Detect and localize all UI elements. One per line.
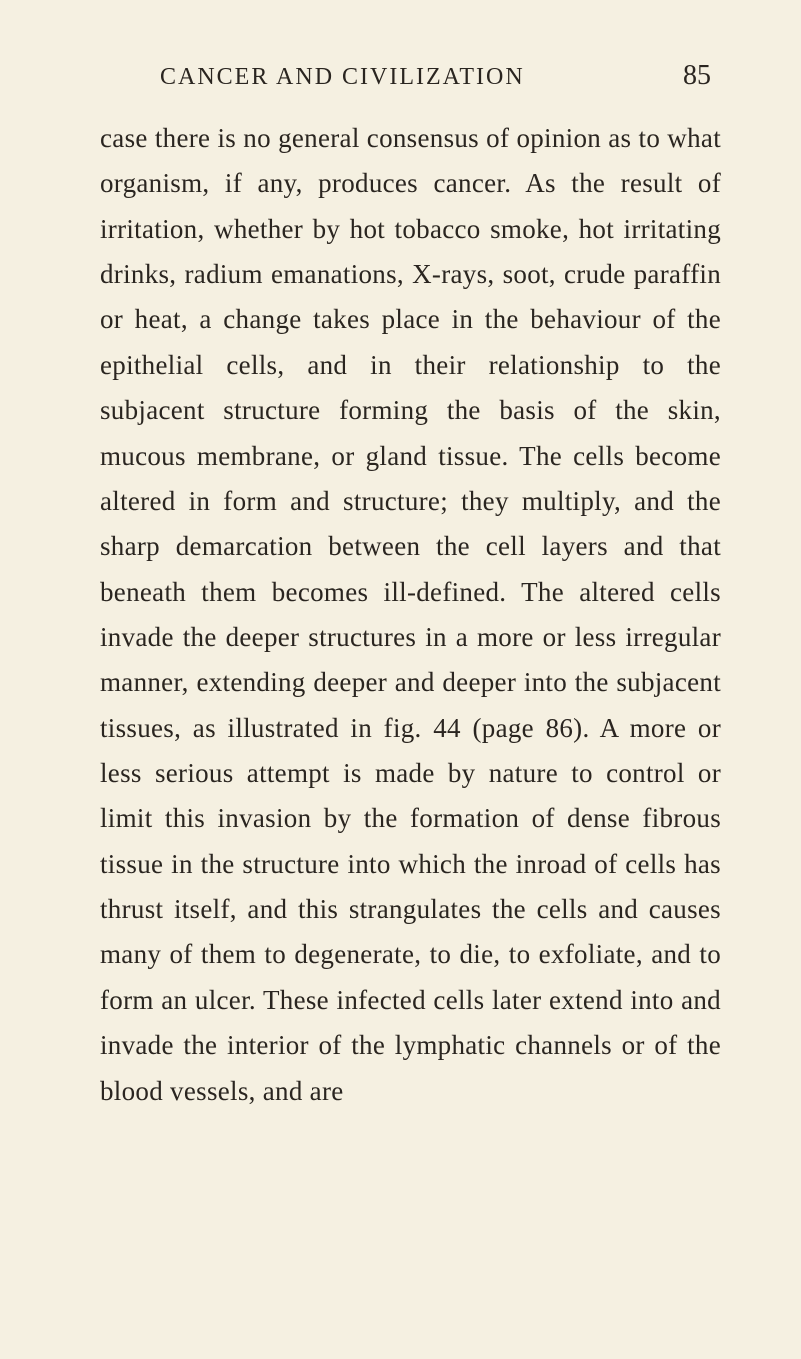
body-paragraph: case there is no general consensus of op…	[100, 116, 721, 1114]
page-number: 85	[683, 60, 711, 92]
header-title: CANCER AND CIVILIZATION	[160, 64, 525, 91]
page-header: CANCER AND CIVILIZATION 85	[100, 60, 721, 92]
